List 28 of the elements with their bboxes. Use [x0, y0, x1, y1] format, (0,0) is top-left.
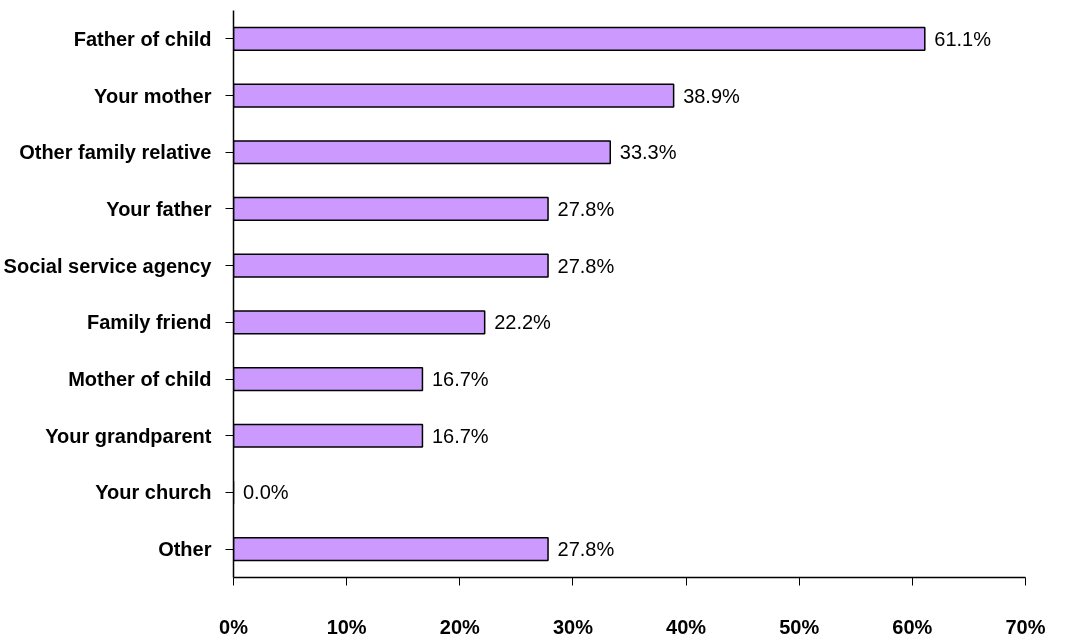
x-tick-label: 70%	[1005, 615, 1046, 638]
y-tick-label: Family friend	[87, 311, 212, 334]
y-tick-label: Mother of child	[68, 368, 212, 391]
data-label: 33.3%	[619, 141, 677, 164]
x-tick-label: 0%	[219, 615, 249, 638]
data-label: 0.0%	[243, 481, 289, 504]
data-label: 16.7%	[431, 368, 489, 391]
data-label: 22.2%	[494, 311, 552, 334]
y-tick-label: Father of child	[73, 27, 212, 50]
x-tick-label: 30%	[552, 615, 594, 638]
y-tick-label: Other	[158, 538, 212, 561]
data-label: 16.7%	[431, 424, 489, 447]
x-tick-label: 60%	[892, 615, 933, 638]
x-tick-label: 10%	[326, 615, 367, 638]
y-tick-label: Your father	[106, 197, 212, 220]
y-tick-label: Your church	[95, 481, 212, 504]
y-tick-label: Your grandparent	[45, 424, 212, 447]
data-label: 61.1%	[934, 27, 992, 50]
data-label: 38.9%	[683, 84, 741, 107]
data-label: 27.8%	[557, 197, 615, 220]
y-tick-label: Your mother	[94, 84, 212, 107]
x-tick-label: 50%	[779, 615, 820, 638]
x-tick-label: 20%	[439, 615, 481, 638]
x-tick-label: 40%	[666, 615, 707, 638]
y-tick-label: Social service agency	[3, 254, 213, 277]
data-label: 27.8%	[557, 254, 615, 277]
data-label: 27.8%	[557, 538, 615, 561]
y-tick-label: Other family relative	[19, 141, 212, 164]
